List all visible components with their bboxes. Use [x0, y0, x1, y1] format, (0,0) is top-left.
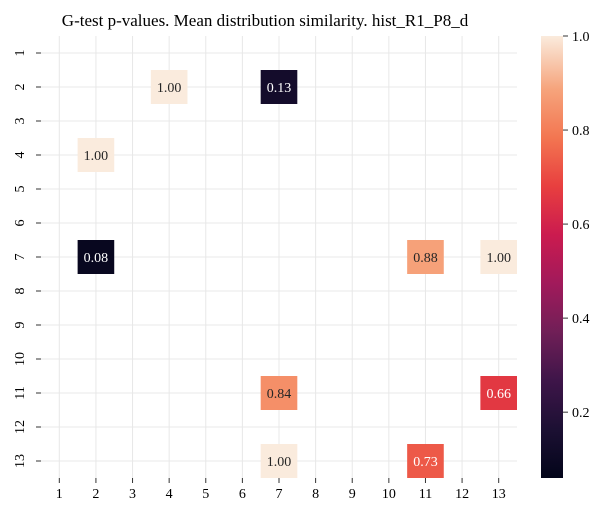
y-tick-label: 5 — [13, 186, 28, 193]
x-tick-label: 2 — [92, 487, 99, 502]
colorbar-tick-label: 1.0 — [572, 30, 590, 45]
chart-title: G-test p-values. Mean distribution simil… — [62, 11, 469, 30]
y-tick-label: 2 — [13, 84, 28, 91]
y-tick-label: 6 — [13, 220, 28, 227]
x-tick-label: 8 — [312, 487, 319, 502]
heatmap-cell — [260, 376, 298, 410]
colorbar: 0.2 0.4 0.6 0.8 1.0 — [541, 30, 590, 478]
x-tick-label: 9 — [349, 487, 356, 502]
heatmap-cell — [150, 70, 188, 104]
x-tick-label: 5 — [202, 487, 209, 502]
colorbar-tick-label: 0.6 — [572, 218, 590, 233]
cell-value-label: 0.84 — [267, 387, 292, 402]
y-tick-label: 11 — [13, 386, 28, 399]
colorbar-tick-label: 0.2 — [572, 406, 590, 421]
x-tick-label: 4 — [166, 487, 173, 502]
colorbar-tick-label: 0.8 — [572, 124, 590, 139]
y-tick-label: 1 — [13, 50, 28, 57]
cell-value-label: 1.00 — [267, 455, 292, 470]
heatmap-cell — [260, 444, 298, 478]
heatmap-cell — [260, 70, 298, 104]
cell-value-label: 0.66 — [486, 387, 511, 402]
x-tick-label: 6 — [239, 487, 246, 502]
heatmap-cell — [480, 240, 517, 274]
cell-value-label: 1.00 — [486, 251, 511, 266]
cell-value-label: 1.00 — [157, 81, 182, 96]
x-tick-label: 1 — [56, 487, 63, 502]
heatmap-cell — [480, 376, 517, 410]
x-tick-label: 3 — [129, 487, 136, 502]
y-tick-label: 9 — [13, 322, 28, 329]
heatmap-cell — [407, 444, 444, 478]
y-tick-label: 10 — [13, 352, 28, 366]
x-axis-ticks: 1 2 3 4 5 6 7 8 9 10 11 12 13 — [56, 478, 506, 502]
cell-value-label: 0.13 — [267, 81, 292, 96]
y-tick-label: 12 — [13, 420, 28, 434]
x-tick-label: 7 — [276, 487, 283, 502]
x-tick-label: 11 — [419, 487, 432, 502]
colorbar-gradient — [541, 36, 563, 478]
y-tick-label: 13 — [13, 454, 28, 468]
y-tick-label: 3 — [13, 118, 28, 125]
heatmap-cells: 1.00 0.13 1.00 0.08 0.88 1.00 0.84 0.66 1.00 0.73 — [77, 70, 517, 478]
x-tick-label: 10 — [382, 487, 396, 502]
y-tick-label: 7 — [13, 254, 28, 261]
heatmap-cell — [77, 138, 115, 172]
y-tick-label: 4 — [13, 152, 28, 159]
heatmap-cell — [77, 240, 115, 274]
cell-value-label: 0.73 — [413, 455, 438, 470]
x-tick-label: 12 — [455, 487, 469, 502]
cell-value-label: 0.88 — [413, 251, 438, 266]
cell-value-label: 1.00 — [84, 149, 109, 164]
cell-value-label: 0.08 — [84, 251, 109, 266]
colorbar-tick-label: 0.4 — [572, 312, 590, 327]
y-tick-label: 8 — [13, 288, 28, 295]
x-tick-label: 13 — [492, 487, 506, 502]
heatmap-cell — [407, 240, 444, 274]
